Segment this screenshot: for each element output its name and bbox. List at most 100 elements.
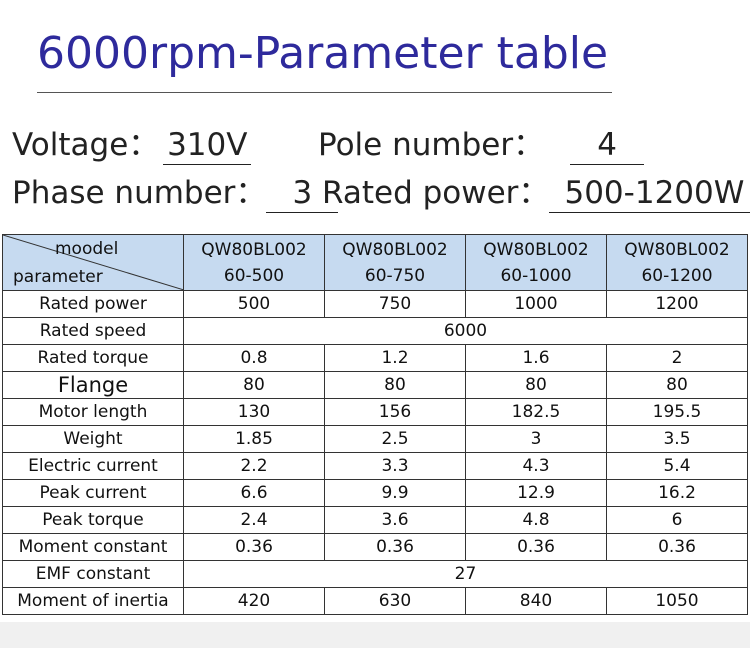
spec: Voltage： 310V [12,125,252,165]
row: Moment of inertia 420 630 840 1050 [2,587,748,615]
corner-top: moodel [55,239,119,259]
cell: 12.9 [465,479,607,507]
spec-label: Pole number： [318,127,545,163]
model: QW80BL002 [201,239,307,260]
column-header: QW80BL002 60-500 [183,234,325,291]
row-label: Electric current [2,452,184,480]
cell: 3.3 [324,452,466,480]
cell: 16.2 [606,479,748,507]
cell: 80 [465,371,607,399]
cell: 80 [183,371,325,399]
cell: 1.6 [465,344,607,372]
row: Rated power 500 750 1000 1200 [2,290,748,318]
row: Weight 1.85 2.5 3 3.5 [2,425,748,453]
column-header: QW80BL002 60-750 [324,234,466,291]
cell: 630 [324,587,466,615]
cell: 182.5 [465,398,607,426]
spec: Pole number： 4 [318,125,645,165]
spec: Phase number： 3 [12,173,339,213]
cell: 9.9 [324,479,466,507]
row: Rated speed 6000 [2,317,748,345]
title: 6000rpm-Parameter table [37,22,612,93]
row: Flange 80 80 80 80 [2,371,748,399]
corner-bottom: parameter [13,267,103,287]
row: Moment constant 0.36 0.36 0.36 0.36 [2,533,748,561]
cell: 0.36 [606,533,748,561]
cell: 1000 [465,290,607,318]
spec-value: 4 [570,126,645,165]
column-header: QW80BL002 60-1000 [465,234,607,291]
spec-value: 500-1200W [549,174,750,213]
cell: 0.36 [465,533,607,561]
spec-label: Voltage： [12,127,160,163]
row-label: Motor length [2,398,184,426]
spec-label: Rated power： [322,175,550,211]
size: 60-1200 [641,265,713,286]
cell: 1050 [606,587,748,615]
row: Electric current 2.2 3.3 4.3 5.4 [2,452,748,480]
spec: Rated power： 500-1200W [322,173,750,213]
row: Peak current 6.6 9.9 12.9 16.2 [2,479,748,507]
size: 60-1000 [500,265,572,286]
cell: 27 [183,560,748,588]
cell: 2.2 [183,452,325,480]
row-label: Rated speed [2,317,184,345]
cell: 500 [183,290,325,318]
row: Rated torque 0.8 1.2 1.6 2 [2,344,748,372]
cell: 3.5 [606,425,748,453]
column-header: QW80BL002 60-1200 [606,234,748,291]
header-row: moodel parameter QW80BL002 60-500 QW80BL002 6… [2,234,748,291]
row-label: Peak current [2,479,184,507]
cell: 0.8 [183,344,325,372]
model: QW80BL002 [624,239,730,260]
cell: 5.4 [606,452,748,480]
cell: 750 [324,290,466,318]
spec-value: 310V [163,126,252,165]
cell: 3.6 [324,506,466,534]
row: Motor length 130 156 182.5 195.5 [2,398,748,426]
cell: 840 [465,587,607,615]
cell: 6.6 [183,479,325,507]
spec-label: Phase number： [12,175,267,211]
cell: 130 [183,398,325,426]
cell: 420 [183,587,325,615]
model: QW80BL002 [483,239,589,260]
row-label: Weight [2,425,184,453]
cell: 80 [606,371,748,399]
row: EMF constant 27 [2,560,748,588]
footer-band [0,622,750,648]
cell: 4.8 [465,506,607,534]
cell: 1.2 [324,344,466,372]
row-label: Flange [2,371,184,399]
cell: 6 [606,506,748,534]
diagonal [3,235,184,290]
cell: 3 [465,425,607,453]
corner: moodel parameter [3,235,184,290]
row-label: Moment of inertia [2,587,184,615]
cell: 4.3 [465,452,607,480]
row-label: EMF constant [2,560,184,588]
cell: 80 [324,371,466,399]
row-label: Rated power [2,290,184,318]
size: 60-750 [364,265,426,286]
cell: 1200 [606,290,748,318]
parameter-table: moodel parameter QW80BL002 60-500 QW80BL002 6… [2,234,748,615]
size: 60-500 [223,265,285,286]
cell: 0.36 [183,533,325,561]
cell: 2.5 [324,425,466,453]
cell: 195.5 [606,398,748,426]
cell: 156 [324,398,466,426]
cell: 6000 [183,317,748,345]
row-label: Peak torque [2,506,184,534]
row-label: Rated torque [2,344,184,372]
cell: 1.85 [183,425,325,453]
cell: 2.4 [183,506,325,534]
cell: 2 [606,344,748,372]
model: QW80BL002 [342,239,448,260]
row: Peak torque 2.4 3.6 4.8 6 [2,506,748,534]
spec-value: 3 [266,174,339,213]
corner-cell: moodel parameter [2,234,184,291]
cell: 0.36 [324,533,466,561]
row-label: Moment constant [2,533,184,561]
